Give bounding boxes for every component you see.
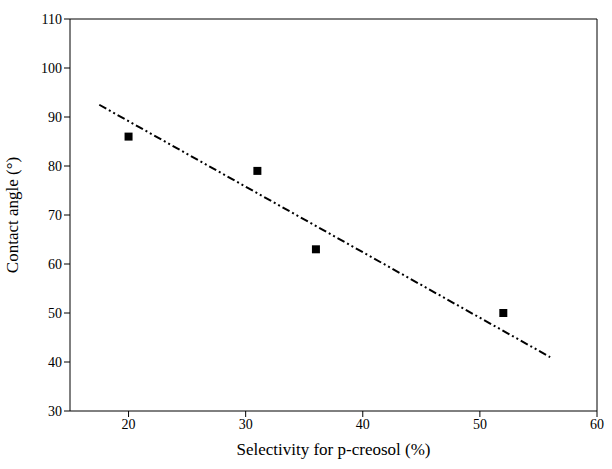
svg-text:Selectivity for p-creosol (%): Selectivity for p-creosol (%) [236,440,430,459]
svg-text:110: 110 [42,12,62,27]
svg-text:40: 40 [48,355,62,370]
svg-text:60: 60 [590,417,604,432]
svg-text:20: 20 [122,417,136,432]
svg-text:Contact angle (°): Contact angle (°) [3,157,22,273]
svg-text:50: 50 [48,306,62,321]
svg-text:90: 90 [48,110,62,125]
svg-text:30: 30 [48,404,62,419]
svg-text:40: 40 [356,417,370,432]
svg-text:60: 60 [48,257,62,272]
svg-text:30: 30 [239,417,253,432]
svg-text:80: 80 [48,159,62,174]
svg-text:100: 100 [41,61,62,76]
svg-text:70: 70 [48,208,62,223]
svg-text:50: 50 [473,417,487,432]
